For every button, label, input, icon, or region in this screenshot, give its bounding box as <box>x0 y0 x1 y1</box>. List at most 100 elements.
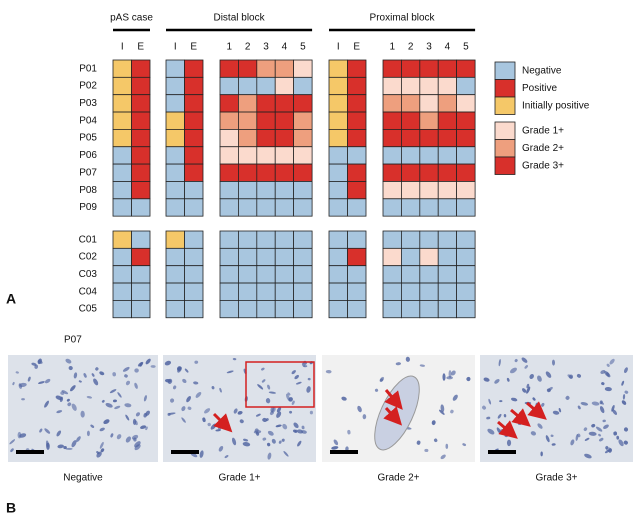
scale-bar <box>488 450 516 454</box>
cell <box>237 128 258 148</box>
arrow <box>383 406 403 426</box>
cell <box>437 111 458 130</box>
nucleus <box>537 375 542 382</box>
nucleus <box>466 376 471 382</box>
cell <box>419 163 439 182</box>
nucleus <box>109 389 117 394</box>
cell <box>382 181 402 200</box>
nucleus <box>603 424 609 429</box>
nucleus <box>287 392 291 396</box>
cell <box>256 76 276 96</box>
row-label: C02 <box>79 252 98 263</box>
row-label: C03 <box>79 269 98 280</box>
nucleus <box>170 398 175 403</box>
nucleus <box>167 412 171 416</box>
cell <box>165 128 185 148</box>
nucleus <box>289 410 293 414</box>
cell <box>274 94 295 113</box>
nucleus <box>600 370 606 374</box>
nucleus <box>86 396 93 399</box>
cell <box>437 265 458 284</box>
cell <box>131 76 151 96</box>
cell <box>274 181 295 200</box>
nucleus <box>137 361 144 367</box>
nucleus <box>38 381 45 384</box>
cell <box>437 247 458 267</box>
nucleus <box>545 371 552 378</box>
cell <box>256 230 276 249</box>
cell <box>112 163 132 182</box>
cell <box>112 265 132 284</box>
nucleus <box>275 424 282 428</box>
nucleus <box>294 374 299 380</box>
cell <box>131 94 151 113</box>
cell <box>382 163 402 182</box>
cell <box>347 265 367 284</box>
nucleus <box>110 433 114 438</box>
cell <box>456 181 476 200</box>
cell <box>184 247 204 267</box>
cell <box>347 163 367 182</box>
nucleus <box>486 416 491 420</box>
cell <box>456 299 476 319</box>
cell <box>437 59 458 78</box>
cell <box>237 94 258 113</box>
nucleus <box>494 379 500 384</box>
nucleus <box>271 438 276 444</box>
nucleus <box>267 384 271 390</box>
cell <box>112 111 132 130</box>
cell <box>293 282 313 301</box>
nucleus <box>622 393 626 400</box>
nucleus <box>276 411 282 418</box>
cell <box>293 181 313 200</box>
micrograph <box>8 355 158 462</box>
nucleus <box>602 419 606 423</box>
cell <box>274 265 295 284</box>
row-label: P08 <box>79 185 97 196</box>
nucleus <box>570 439 575 446</box>
cell <box>274 163 295 182</box>
nucleus <box>545 435 550 443</box>
cell <box>347 282 367 301</box>
nucleus <box>623 367 628 374</box>
cell <box>293 198 313 217</box>
nucleus <box>522 388 527 393</box>
nucleus <box>424 448 429 453</box>
nucleus <box>99 441 104 449</box>
row-label: C01 <box>79 234 98 245</box>
nucleus <box>15 371 19 374</box>
nucleus <box>552 359 556 366</box>
cell <box>184 76 204 96</box>
nucleus <box>39 428 43 433</box>
nucleus <box>514 358 518 363</box>
nucleus <box>99 427 105 432</box>
cell <box>437 76 458 96</box>
cell <box>400 265 421 284</box>
cell <box>328 265 348 284</box>
cell <box>328 111 348 130</box>
nucleus <box>124 403 132 408</box>
column-label: E <box>137 42 144 53</box>
cell <box>456 146 476 165</box>
cell <box>382 247 402 267</box>
nucleus <box>71 403 77 411</box>
row-label: P07 <box>79 167 97 178</box>
cell <box>112 59 132 78</box>
nucleus <box>537 423 543 429</box>
arrow <box>526 401 547 420</box>
cell <box>237 265 258 284</box>
cell <box>293 299 313 319</box>
nucleus <box>510 397 518 402</box>
nucleus <box>125 436 132 443</box>
cell <box>165 299 185 319</box>
cell <box>184 128 204 148</box>
legend-label: Grade 2+ <box>522 143 564 154</box>
cell <box>293 247 313 267</box>
cell <box>184 163 204 182</box>
nucleus <box>482 405 487 410</box>
nucleus <box>611 405 615 412</box>
cell <box>456 282 476 301</box>
cell <box>237 230 258 249</box>
cell <box>219 59 239 78</box>
